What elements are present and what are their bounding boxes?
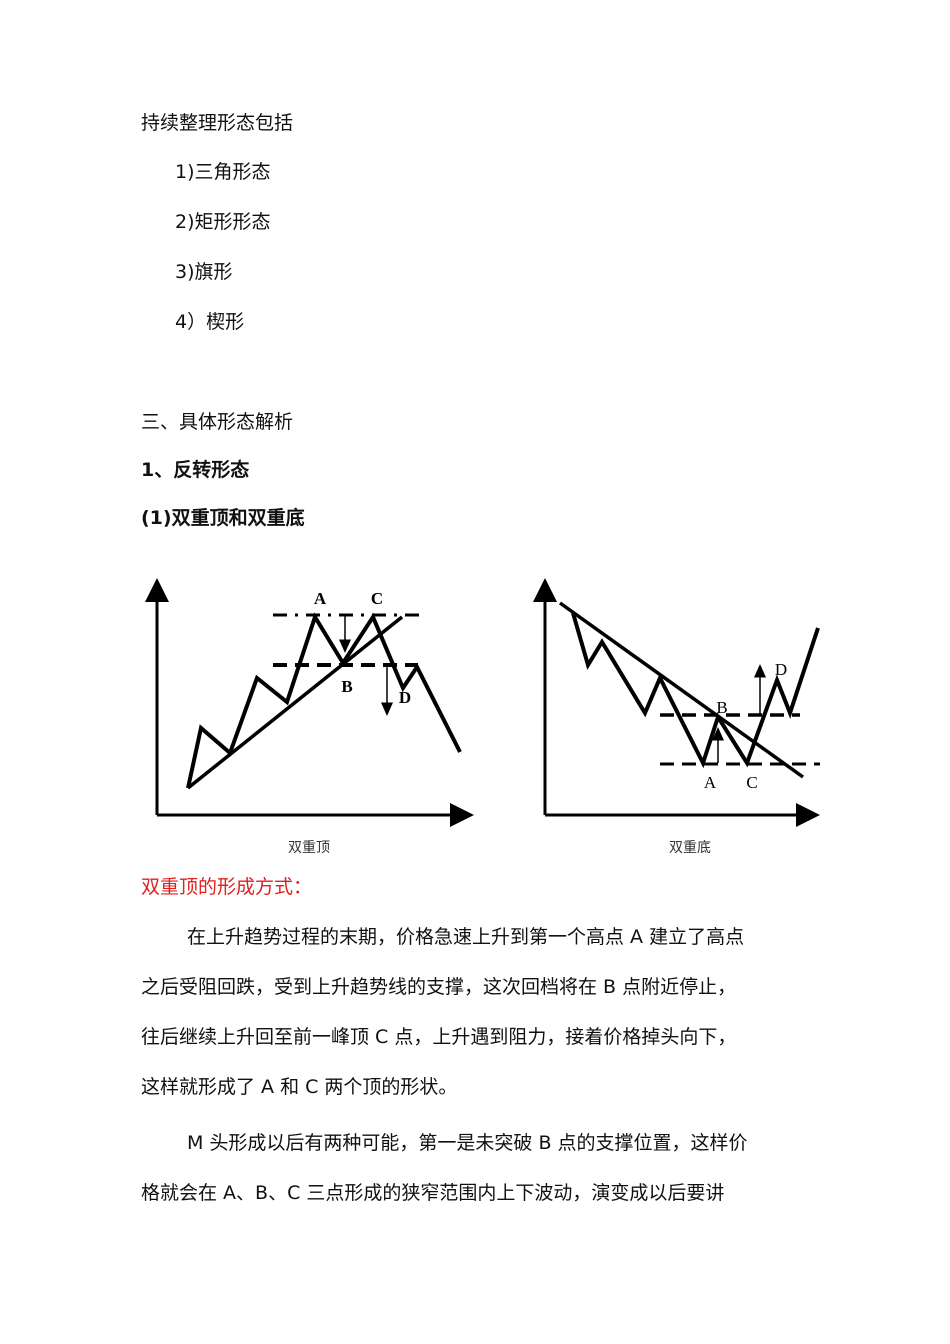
list-item: 3)旗形: [175, 261, 233, 283]
trend-line: [186, 615, 404, 790]
label-a: A: [704, 773, 717, 792]
price-line: [571, 612, 820, 769]
list-item: 1)三角形态: [175, 161, 271, 183]
intro-text: 持续整理形态包括: [141, 112, 294, 134]
double-top-diagram: [145, 578, 474, 827]
trend-line: [558, 601, 805, 779]
subsection-heading: 1、反转形态: [141, 459, 250, 481]
paragraph-line: 这样就形成了 A 和 C 两个顶的形状。: [141, 1076, 458, 1098]
double-bottom-diagram: [533, 578, 820, 827]
label-c: C: [371, 589, 383, 608]
double-bottom-caption: 双重底: [669, 840, 711, 856]
label-b: B: [716, 698, 727, 717]
label-d: D: [775, 660, 787, 679]
subsubsection-heading: (1)双重顶和双重底: [141, 507, 305, 529]
label-c: C: [746, 773, 757, 792]
red-heading: 双重顶的形成方式：: [141, 876, 313, 898]
section-heading: 三、具体形态解析: [141, 411, 294, 433]
label-b: B: [341, 677, 352, 696]
label-d: D: [399, 688, 411, 707]
paragraph-line: 格就会在 A、B、C 三点形成的狭窄范围内上下波动，演变成以后要讲: [141, 1182, 725, 1204]
paragraph-line: 往后继续上升回至前一峰顶 C 点，上升遇到阻力，接着价格掉头向下，: [141, 1026, 737, 1048]
paragraph-line: M 头形成以后有两种可能，第一是未突破 B 点的支撑位置，这样价: [187, 1132, 748, 1154]
paragraph-line: 之后受阻回跌，受到上升趋势线的支撑，这次回档将在 B 点附近停止，: [141, 976, 737, 998]
list-item: 2)矩形形态: [175, 211, 271, 233]
list-item: 4）楔形: [175, 311, 245, 333]
paragraph-line: 在上升趋势过程的末期，价格急速上升到第一个高点 A 建立了高点: [187, 926, 745, 948]
label-a: A: [314, 589, 327, 608]
price-line: [186, 612, 462, 789]
double-top-caption: 双重顶: [288, 840, 330, 856]
